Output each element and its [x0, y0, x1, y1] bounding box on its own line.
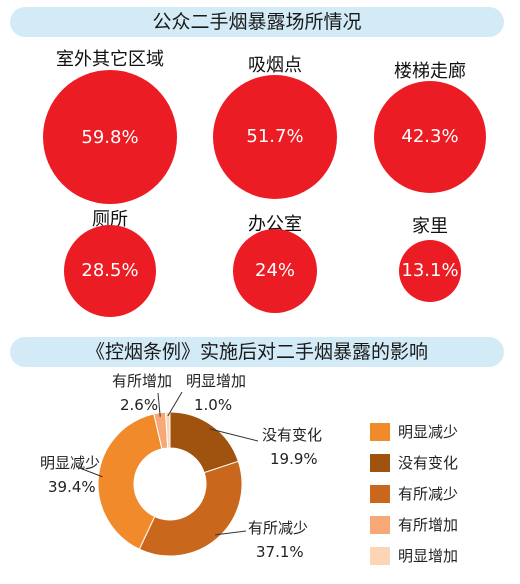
place-label: 楼梯走廊 [350, 57, 510, 83]
slice-value-label: 2.6% [120, 396, 158, 414]
place-bubble: 59.8% [43, 70, 177, 204]
policy-donut-chart: 没有变化 19.9% 有所减少 37.1% 明显减少 39.4% 有所增加 2.6% 明显增加 1… [0, 370, 370, 584]
place-label: 吸烟点 [195, 51, 355, 77]
legend-swatch [370, 547, 390, 565]
legend-swatch [370, 485, 390, 503]
place-value: 13.1% [401, 260, 458, 281]
donut-slice [170, 412, 238, 473]
place-value: 24% [255, 260, 295, 281]
legend-label: 没有变化 [398, 452, 458, 474]
legend-label: 明显增加 [398, 545, 458, 567]
place-label: 室外其它区域 [30, 45, 190, 71]
legend-label: 有所减少 [398, 483, 458, 505]
slice-value-label: 39.4% [48, 478, 96, 496]
policy-section-title: 《控烟条例》实施后对二手烟暴露的影响 [10, 337, 504, 367]
places-section-title: 公众二手烟暴露场所情况 [10, 7, 504, 37]
place-label: 家里 [350, 212, 510, 238]
place-bubble: 51.7% [213, 75, 338, 200]
place-value: 59.8% [81, 127, 138, 148]
donut-slice [139, 461, 242, 556]
place-bubble: 13.1% [399, 240, 462, 303]
place-bubble: 28.5% [64, 225, 157, 318]
slice-value-label: 37.1% [256, 543, 304, 561]
legend-swatch [370, 423, 390, 441]
place-value: 28.5% [81, 260, 138, 281]
legend-label: 有所增加 [398, 514, 458, 536]
place-value: 51.7% [246, 126, 303, 147]
slice-label: 有所增加 [112, 372, 172, 390]
slice-label: 没有变化 [262, 426, 322, 444]
slice-label: 明显增加 [186, 372, 246, 390]
slice-value-label: 19.9% [270, 450, 318, 468]
slice-value-label: 1.0% [194, 396, 232, 414]
slice-label: 明显减少 [40, 454, 100, 472]
slice-label: 有所减少 [248, 519, 308, 537]
legend-label: 明显减少 [398, 421, 458, 443]
legend-swatch [370, 454, 390, 472]
legend-swatch [370, 516, 390, 534]
place-bubble: 24% [233, 229, 318, 314]
place-bubble: 42.3% [374, 81, 487, 194]
place-value: 42.3% [401, 126, 458, 147]
